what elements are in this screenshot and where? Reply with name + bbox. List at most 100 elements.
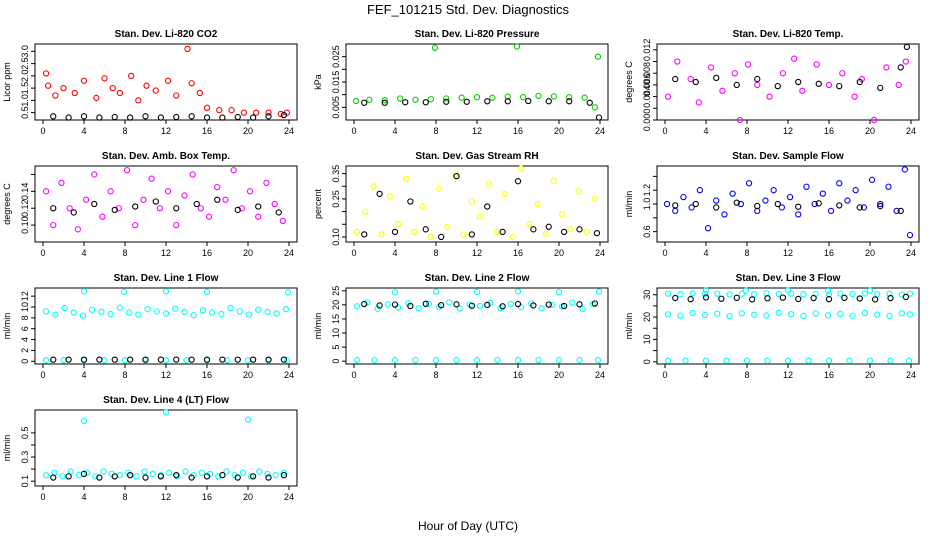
x-tick-label: 4 [392,126,397,136]
data-point [689,309,696,317]
x-tick-label: 16 [202,370,212,380]
y-tick-label: 0.25 [331,190,341,208]
x-tick-label: 4 [81,492,86,502]
y-tick-label: 1.2 [642,184,652,197]
data-point [895,81,902,89]
data-point [535,92,542,100]
data-point [143,82,150,89]
series-3 [361,300,599,310]
y-tick-label: 2.5 [20,57,30,70]
data-point [422,99,429,106]
series-2 [50,111,288,121]
data-point [866,287,874,294]
series-3 [664,357,913,364]
data-point [702,357,710,364]
data-point [877,84,884,91]
data-point [280,471,288,479]
data-point [391,356,399,364]
data-point [381,99,388,106]
data-point [733,294,740,301]
data-point [468,198,476,205]
data-point [493,228,500,236]
data-point [526,221,533,228]
data-point [687,296,694,303]
data-points [42,45,291,121]
panel-10: Stan. Dev. Line 4 (LT) Flow ml/min 0 4 8 12 16… [2,395,298,502]
data-point [764,295,771,302]
data-point [513,43,521,50]
data-point [819,190,826,197]
y-tick-label: 0.008 [642,62,652,85]
x-tick-label: 12 [161,248,171,258]
data-point [188,80,195,87]
x-tick-label: 8 [122,126,127,136]
data-point [230,167,237,174]
x-tick-label: 0 [40,370,45,380]
data-point [396,95,404,102]
data-point [874,291,881,298]
data-point [815,200,822,207]
x-tick-label: 20 [554,248,564,258]
data-point [173,205,180,212]
data-point [245,311,253,318]
data-point [871,296,879,303]
data-point [811,200,818,208]
x-tick-label: 20 [865,370,875,380]
data-point [391,301,399,308]
data-point [353,228,361,236]
data-point [181,192,188,199]
data-point [825,357,833,364]
data-point [173,471,180,479]
x-tick-label: 4 [703,126,708,136]
data-point [507,300,514,308]
data-point [898,310,905,317]
data-point [866,357,874,364]
y-tick-label: 0.5 [20,106,30,119]
data-point [453,172,460,180]
data-point [80,113,88,120]
series-2 [672,43,911,91]
data-point [805,357,812,364]
data-point [205,213,213,220]
data-point [721,211,728,218]
data-point [476,213,484,220]
data-point [352,97,360,105]
data-point [173,221,180,229]
data-point [96,356,103,363]
x-tick-label: 24 [284,370,294,380]
y-tick-label: 3.0 [20,45,30,58]
data-point [701,290,709,298]
data-point [856,204,863,211]
data-point [240,109,248,116]
data-point [265,356,272,363]
data-point [142,474,149,481]
series-2 [361,97,603,121]
data-point [437,302,445,309]
data-point [66,205,73,212]
data-point [887,294,894,302]
data-point [689,290,696,297]
y-tick-label: 0.3 [20,451,30,464]
data-point [407,198,414,205]
data-point [219,356,226,363]
data-point [791,55,798,62]
data-point [42,70,50,77]
data-point [677,312,684,319]
data-points [664,43,911,124]
y-axis-label: kPa [313,74,323,90]
data-point [545,98,552,105]
y-tick-label: 0.6 [642,225,652,238]
data-point [283,357,291,364]
data-point [870,116,878,124]
data-point [538,305,545,312]
data-point [664,290,672,297]
y-tick-label: 0.006 [642,74,652,97]
data-point [174,473,181,480]
data-point [173,113,180,121]
data-point [144,306,151,313]
data-point [215,473,222,480]
data-point [419,203,426,210]
data-point [272,471,279,479]
data-point [560,228,568,236]
